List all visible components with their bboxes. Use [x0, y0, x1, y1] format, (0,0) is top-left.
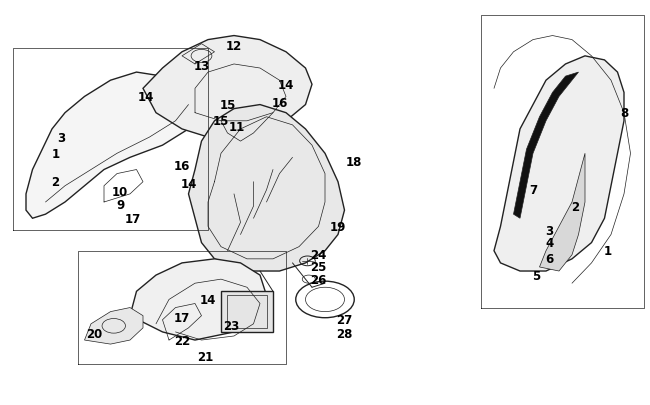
Text: 7: 7	[529, 184, 537, 197]
Text: 10: 10	[112, 186, 129, 199]
Text: 16: 16	[174, 160, 190, 173]
Text: 17: 17	[125, 212, 142, 225]
Text: 3: 3	[545, 224, 553, 237]
Text: 1: 1	[604, 245, 612, 258]
Text: 5: 5	[532, 269, 540, 282]
Text: 11: 11	[229, 121, 246, 134]
Text: 28: 28	[336, 328, 353, 341]
Polygon shape	[84, 308, 143, 344]
Text: 9: 9	[116, 198, 124, 211]
Text: 26: 26	[310, 273, 327, 286]
Text: 24: 24	[310, 249, 327, 262]
Text: 27: 27	[337, 313, 352, 326]
Text: 2: 2	[571, 200, 579, 213]
Text: 14: 14	[138, 91, 155, 104]
Polygon shape	[26, 73, 202, 219]
Text: 14: 14	[278, 79, 294, 92]
Polygon shape	[221, 292, 273, 332]
Text: 22: 22	[174, 334, 190, 347]
Text: 19: 19	[330, 220, 346, 233]
Polygon shape	[494, 57, 624, 271]
Text: 1: 1	[51, 147, 59, 160]
Text: 20: 20	[86, 328, 103, 341]
Polygon shape	[514, 73, 578, 219]
Polygon shape	[130, 259, 266, 340]
Text: 14: 14	[200, 293, 216, 306]
Text: 6: 6	[545, 253, 553, 266]
Text: 16: 16	[271, 97, 288, 110]
Text: 2: 2	[51, 176, 59, 189]
Text: 18: 18	[346, 156, 363, 168]
Text: 25: 25	[310, 261, 327, 274]
Text: 15: 15	[219, 99, 236, 112]
Polygon shape	[143, 36, 312, 142]
Text: 21: 21	[196, 350, 213, 363]
Text: 15: 15	[213, 115, 229, 128]
Polygon shape	[188, 105, 344, 271]
Text: 14: 14	[180, 178, 197, 191]
Polygon shape	[540, 154, 585, 271]
Text: 23: 23	[222, 320, 239, 333]
Text: 4: 4	[545, 237, 553, 249]
Text: 12: 12	[226, 40, 242, 53]
Text: 13: 13	[194, 60, 209, 73]
Text: 17: 17	[174, 311, 190, 324]
Text: 8: 8	[620, 107, 628, 120]
Text: 3: 3	[58, 131, 66, 144]
